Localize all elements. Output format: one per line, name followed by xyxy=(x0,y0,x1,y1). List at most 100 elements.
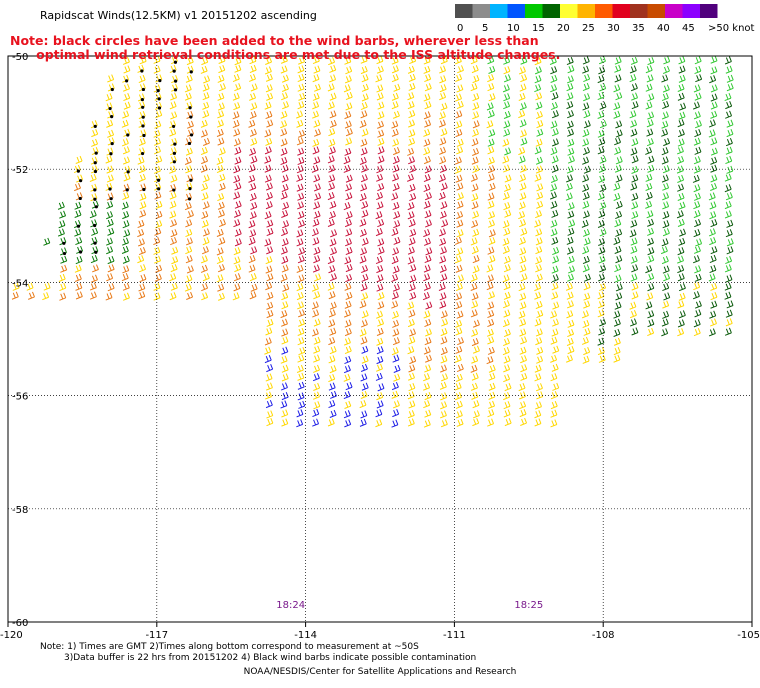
wind-barb-flag xyxy=(377,85,381,91)
wind-barb-flag xyxy=(554,101,558,108)
wind-barb xyxy=(567,143,575,147)
wind-barb xyxy=(281,333,288,337)
wind-barb-flag xyxy=(345,401,349,408)
wind-barb xyxy=(297,397,305,401)
wind-barb-flag xyxy=(471,283,475,290)
wind-barb-flag xyxy=(300,110,303,116)
wind-barb xyxy=(345,96,353,101)
wind-barb xyxy=(504,214,511,218)
wind-barb-flag xyxy=(281,56,285,63)
wind-barb-flag xyxy=(345,121,349,127)
wind-barb-flag xyxy=(555,274,559,280)
wind-barb-flag xyxy=(269,201,273,207)
wind-barb xyxy=(233,133,240,137)
wind-barb-flag xyxy=(330,347,334,353)
wind-barb-flag xyxy=(397,210,401,217)
wind-barb xyxy=(297,332,305,336)
wind-barb-flag xyxy=(143,183,147,189)
wind-barb xyxy=(503,405,511,410)
wind-barb-flag xyxy=(471,174,475,181)
wind-barb-flag xyxy=(519,311,523,317)
wind-barb-flag xyxy=(300,137,304,143)
wind-barb-flag xyxy=(650,128,654,134)
wind-barb-flag xyxy=(158,255,162,261)
wind-barb-flag xyxy=(567,121,571,128)
wind-barb-flag xyxy=(536,111,540,118)
wind-barb-flag xyxy=(583,247,587,253)
wind-barb-flag xyxy=(349,211,353,217)
wind-barb xyxy=(343,342,351,346)
wind-barb xyxy=(708,278,716,282)
wind-barb xyxy=(518,97,526,101)
wind-barb-flag xyxy=(729,110,733,117)
wind-barb xyxy=(296,142,304,146)
wind-barb xyxy=(709,315,716,319)
wind-barb-flag xyxy=(107,238,110,244)
wind-barb-flag xyxy=(395,192,399,198)
wind-barb xyxy=(551,214,559,218)
wind-barb-flag xyxy=(126,146,130,152)
wind-barb-flag xyxy=(614,348,618,354)
wind-barb-flag xyxy=(488,419,492,425)
wind-barb-flag xyxy=(539,273,543,279)
wind-barb-flag xyxy=(508,147,512,153)
wind-barb-flag xyxy=(188,202,192,208)
wind-barb xyxy=(676,214,684,219)
wind-barb-flag xyxy=(587,93,591,99)
wind-barb xyxy=(677,123,685,128)
wind-barb-flag xyxy=(571,210,575,216)
wind-barb-flag xyxy=(583,265,587,271)
wind-barb-flag xyxy=(504,129,508,136)
wind-barb-flag xyxy=(426,248,430,254)
wind-barb xyxy=(551,296,558,300)
wind-barb-flag xyxy=(586,183,590,190)
wind-barb-flag xyxy=(346,92,350,99)
wind-barb-flag xyxy=(519,147,523,154)
wind-barb-flag xyxy=(269,191,273,198)
wind-barb-flag xyxy=(490,120,494,126)
wind-barb-flag xyxy=(476,93,480,99)
wind-barb-flag xyxy=(489,401,493,408)
wind-barb-flag xyxy=(201,256,205,262)
wind-barb-flag xyxy=(439,120,443,126)
wind-barb-flag xyxy=(349,102,353,108)
wind-barb-flag xyxy=(428,318,432,325)
wind-barb xyxy=(392,115,400,119)
wind-barb-flag xyxy=(505,175,509,181)
legend-swatch xyxy=(630,4,648,18)
wind-barb-flag xyxy=(570,165,574,171)
wind-barb-flag xyxy=(552,364,556,371)
wind-barb-flag xyxy=(220,164,224,171)
wind-barb xyxy=(343,395,351,400)
wind-barb-flag xyxy=(616,284,620,290)
wind-barb-flag xyxy=(268,146,272,152)
wind-barb-flag xyxy=(392,121,396,127)
wind-barb-flag xyxy=(286,201,290,208)
wind-barb xyxy=(312,143,319,147)
wind-barb xyxy=(344,242,352,247)
wind-barb-flag xyxy=(507,74,511,80)
contamination-dot xyxy=(79,179,83,183)
wind-barb xyxy=(708,134,716,138)
wind-barb-flag xyxy=(507,374,511,380)
wind-barb-flag xyxy=(634,147,638,153)
wind-barb-flag xyxy=(617,84,621,90)
wind-barb-flag xyxy=(428,119,432,125)
wind-barb-flag xyxy=(346,292,350,299)
wind-barb-flag xyxy=(523,264,527,270)
wind-barb-flag xyxy=(412,73,416,80)
contamination-dot xyxy=(62,251,67,256)
wind-barb-flag xyxy=(171,175,175,181)
wind-barb-flag xyxy=(93,291,97,297)
wind-barb-flag xyxy=(489,130,493,136)
wind-barb-flag xyxy=(250,212,254,218)
wind-barb-flag xyxy=(364,66,368,72)
wind-barb xyxy=(170,223,177,228)
wind-barb-flag xyxy=(139,174,143,181)
wind-barb-flag xyxy=(380,400,384,406)
wind-barb xyxy=(408,369,415,373)
wind-barb-flag xyxy=(365,128,369,134)
wind-barb xyxy=(677,324,685,328)
wind-barb xyxy=(534,79,542,84)
wind-barb xyxy=(599,206,607,210)
